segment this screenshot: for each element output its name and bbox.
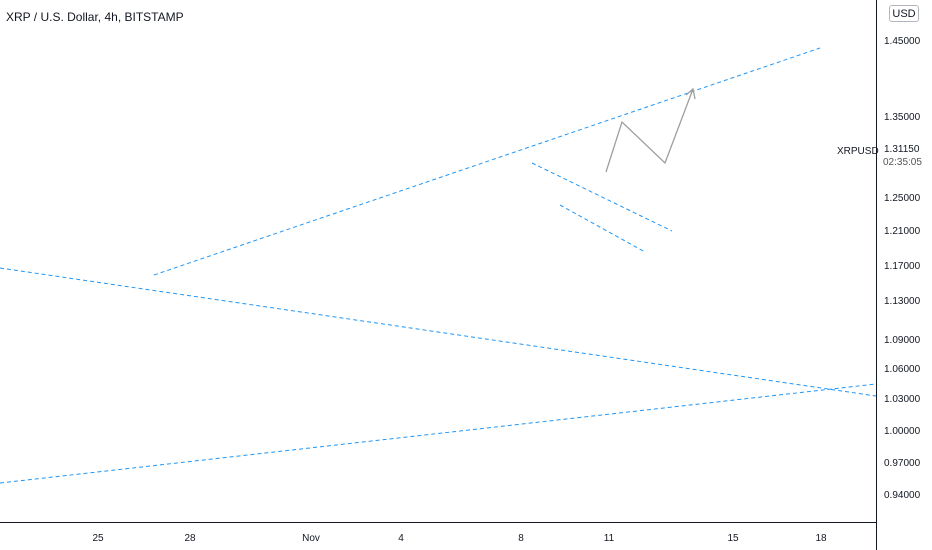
y-tick-label: 1.17000 <box>884 261 921 272</box>
y-tick-label: 1.35000 <box>884 112 921 123</box>
y-tick-label: 1.31150 <box>884 144 920 155</box>
lower-channel-trendline <box>0 383 877 484</box>
symbol-label: XRPUSD <box>837 146 879 157</box>
x-tick-label: 18 <box>815 533 827 544</box>
chart-title: XRP / U.S. Dollar, 4h, BITSTAMP <box>6 10 184 24</box>
y-tick-label: 1.06000 <box>884 364 921 375</box>
bar-countdown: 02:35:05 <box>883 157 922 168</box>
y-tick-label: 0.97000 <box>884 458 921 469</box>
x-tick-label: 4 <box>398 533 404 544</box>
x-tick-label: 11 <box>604 533 615 544</box>
x-tick-label: 28 <box>184 533 196 544</box>
x-tick-label: Nov <box>302 533 320 544</box>
projection-layer <box>605 87 696 173</box>
flag-top-trendline <box>531 162 673 232</box>
projection-path <box>605 88 694 173</box>
y-tick-label: 1.45000 <box>884 36 921 47</box>
descending-resistance-trendline <box>0 267 877 397</box>
flag-bottom-trendline <box>559 204 646 253</box>
projection-arrowhead <box>685 87 696 100</box>
currency-badge[interactable]: USD <box>889 5 919 22</box>
y-tick-label: 1.25000 <box>884 193 921 204</box>
y-tick-label: 1.00000 <box>884 426 921 437</box>
trendlines-layer <box>0 47 877 484</box>
y-tick-label: 1.03000 <box>884 394 921 405</box>
x-tick-label: 8 <box>518 533 524 544</box>
x-tick-label: 15 <box>727 533 739 544</box>
x-tick-label: 25 <box>92 533 104 544</box>
y-tick-label: 1.13000 <box>884 296 921 307</box>
upper-channel-trendline <box>153 47 821 276</box>
y-tick-label: 1.21000 <box>884 226 921 237</box>
y-tick-label: 1.09000 <box>884 335 921 346</box>
y-tick-label: 0.94000 <box>884 490 921 501</box>
